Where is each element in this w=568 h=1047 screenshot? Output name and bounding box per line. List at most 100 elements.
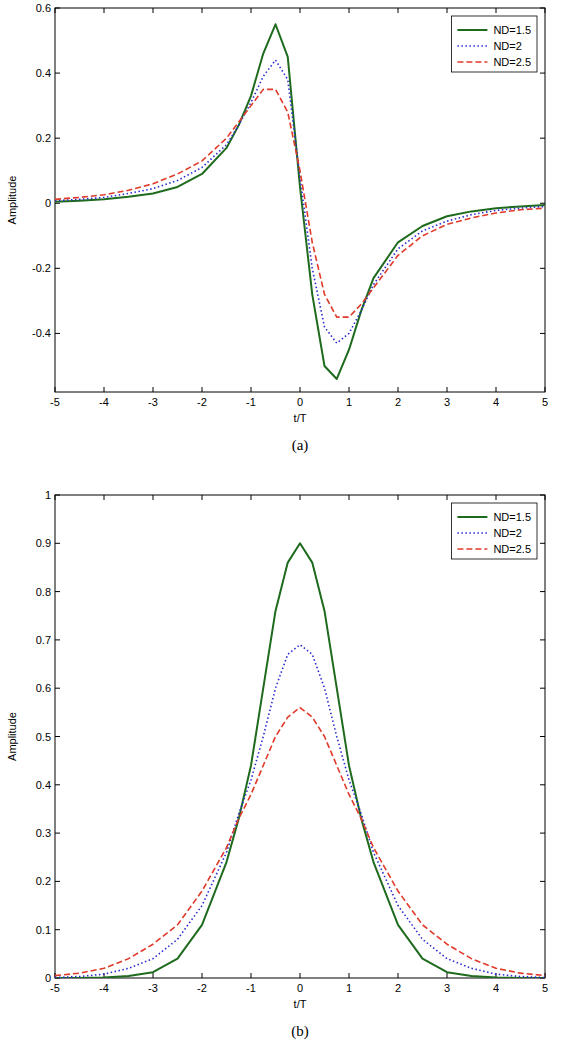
x-tick-label: -4 bbox=[99, 982, 109, 994]
y-tick bbox=[55, 138, 60, 139]
y-tick-label: 0.2 bbox=[36, 875, 51, 887]
x-tick bbox=[153, 387, 154, 392]
panel: -5-4-3-2-1012345-0.4-0.200.20.40.6t/TAmp… bbox=[6, 2, 548, 454]
y-tick bbox=[540, 203, 545, 204]
y-tick-label: 0.2 bbox=[36, 132, 51, 144]
x-tick bbox=[55, 495, 56, 500]
x-tick bbox=[153, 8, 154, 13]
y-tick bbox=[540, 736, 545, 737]
series-line bbox=[55, 89, 545, 317]
panel-caption: (a) bbox=[292, 437, 309, 454]
x-tick bbox=[545, 8, 546, 13]
y-tick bbox=[55, 268, 60, 269]
series-line bbox=[55, 60, 545, 343]
plot-frame bbox=[55, 8, 545, 392]
x-tick bbox=[202, 495, 203, 500]
x-tick bbox=[398, 387, 399, 392]
x-tick-label: -1 bbox=[246, 396, 256, 408]
x-tick-label: 1 bbox=[346, 982, 352, 994]
y-tick-label: 0.6 bbox=[36, 682, 51, 694]
x-tick bbox=[496, 495, 497, 500]
x-tick-label: -5 bbox=[50, 982, 60, 994]
x-tick bbox=[300, 495, 301, 500]
y-tick bbox=[55, 495, 60, 496]
legend-swatch bbox=[457, 532, 487, 534]
x-tick-label: -4 bbox=[99, 396, 109, 408]
y-tick-label: 0.7 bbox=[36, 634, 51, 646]
y-tick bbox=[55, 929, 60, 930]
y-tick bbox=[540, 138, 545, 139]
y-tick bbox=[55, 8, 60, 9]
series-line bbox=[55, 543, 545, 978]
x-tick-label: -5 bbox=[50, 396, 60, 408]
x-tick bbox=[398, 973, 399, 978]
x-tick bbox=[349, 495, 350, 500]
legend: ND=1.5ND=2ND=2.5 bbox=[451, 503, 537, 559]
y-tick-label: 0 bbox=[45, 197, 51, 209]
legend-swatch bbox=[457, 516, 487, 518]
x-tick bbox=[153, 495, 154, 500]
x-tick bbox=[153, 973, 154, 978]
y-tick bbox=[55, 881, 60, 882]
x-tick-label: -3 bbox=[148, 396, 158, 408]
x-tick bbox=[447, 387, 448, 392]
x-tick bbox=[300, 387, 301, 392]
legend-label: ND=2 bbox=[493, 40, 521, 52]
legend-box bbox=[451, 16, 537, 72]
y-tick bbox=[540, 8, 545, 9]
y-tick bbox=[540, 333, 545, 334]
y-tick bbox=[540, 688, 545, 689]
x-tick bbox=[300, 8, 301, 13]
series-line bbox=[55, 24, 545, 379]
x-tick bbox=[55, 8, 56, 13]
panel-caption: (b) bbox=[291, 1023, 309, 1040]
legend-label: ND=1.5 bbox=[493, 24, 531, 36]
y-tick-label: 0 bbox=[45, 972, 51, 984]
y-tick bbox=[55, 73, 60, 74]
x-axis-title: t/T bbox=[294, 412, 307, 424]
y-tick bbox=[55, 833, 60, 834]
y-tick bbox=[540, 639, 545, 640]
y-tick-label: 0.8 bbox=[36, 586, 51, 598]
x-tick bbox=[447, 8, 448, 13]
y-tick bbox=[540, 881, 545, 882]
x-tick bbox=[251, 387, 252, 392]
y-tick-label: 0.4 bbox=[36, 67, 51, 79]
y-tick bbox=[55, 203, 60, 204]
x-tick bbox=[251, 973, 252, 978]
x-tick bbox=[398, 8, 399, 13]
y-tick-label: 0.4 bbox=[36, 779, 51, 791]
x-tick bbox=[251, 495, 252, 500]
y-tick bbox=[540, 929, 545, 930]
y-tick bbox=[55, 784, 60, 785]
x-tick bbox=[104, 495, 105, 500]
x-tick bbox=[349, 387, 350, 392]
y-tick-label: 0.9 bbox=[36, 537, 51, 549]
x-tick bbox=[55, 387, 56, 392]
panel: -5-4-3-2-101234500.10.20.30.40.50.60.70.… bbox=[6, 489, 548, 1040]
y-tick bbox=[540, 543, 545, 544]
x-tick-label: 5 bbox=[542, 982, 548, 994]
y-tick bbox=[55, 591, 60, 592]
x-tick-label: 4 bbox=[493, 982, 499, 994]
x-tick-label: -2 bbox=[197, 982, 207, 994]
x-tick bbox=[496, 387, 497, 392]
y-tick bbox=[540, 268, 545, 269]
x-tick bbox=[202, 973, 203, 978]
series-group bbox=[55, 543, 545, 978]
x-tick bbox=[202, 8, 203, 13]
y-tick-label: 0.6 bbox=[36, 2, 51, 14]
y-tick-label: 0.5 bbox=[36, 731, 51, 743]
x-tick-label: 0 bbox=[297, 982, 303, 994]
x-tick bbox=[349, 8, 350, 13]
x-tick-label: 0 bbox=[297, 396, 303, 408]
x-tick-label: 3 bbox=[444, 396, 450, 408]
x-tick bbox=[398, 495, 399, 500]
legend-label: ND=2.5 bbox=[493, 56, 531, 68]
y-tick bbox=[540, 591, 545, 592]
x-axis-title: t/T bbox=[294, 998, 307, 1010]
legend-label: ND=2 bbox=[493, 527, 521, 539]
series-group bbox=[55, 24, 545, 379]
x-tick bbox=[251, 8, 252, 13]
x-tick-label: 5 bbox=[542, 396, 548, 408]
